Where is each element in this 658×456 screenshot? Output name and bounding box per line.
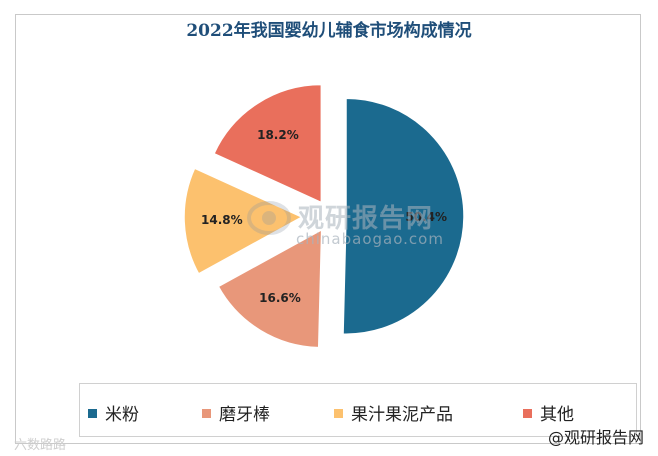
legend-swatch <box>88 409 97 418</box>
legend-item-teething-stick: 磨牙棒 <box>202 400 270 425</box>
legend-swatch <box>334 409 343 418</box>
watermark-logo-icon <box>245 198 293 242</box>
slice-teething-stick <box>217 228 323 349</box>
legend-swatch <box>202 409 211 418</box>
corner-watermark-right: @观研报告网 <box>548 428 645 447</box>
corner-watermark-left: 六数路路 <box>14 438 67 453</box>
slice-rice-flour <box>342 97 465 335</box>
legend-label: 米粉 <box>105 405 139 425</box>
legend: 米粉 磨牙棒 果汁果泥产品 其他 <box>79 383 637 437</box>
slice-value-label: 50.4% <box>405 210 447 224</box>
slice-value-label: 16.6% <box>259 291 301 305</box>
slice-other <box>212 83 323 204</box>
watermark-brand: 观研报告网 <box>298 204 434 234</box>
slice-value-label: 18.2% <box>257 128 299 142</box>
chart-title: 2022年我国婴幼儿辅食市场构成情况 <box>186 21 472 41</box>
legend-item-juice-puree: 果汁果泥产品 <box>334 400 453 425</box>
chart-frame <box>15 14 641 444</box>
slice-juice-puree <box>183 167 304 275</box>
slice-value-label: 14.8% <box>201 213 243 227</box>
legend-label: 其他 <box>540 405 574 425</box>
legend-label: 果汁果泥产品 <box>351 405 453 425</box>
legend-item-other: 其他 <box>523 400 574 425</box>
legend-label: 磨牙棒 <box>219 405 270 425</box>
legend-item-rice-flour: 米粉 <box>88 400 139 425</box>
legend-swatch <box>523 409 532 418</box>
watermark-site: chinabaogao.com <box>296 230 444 248</box>
